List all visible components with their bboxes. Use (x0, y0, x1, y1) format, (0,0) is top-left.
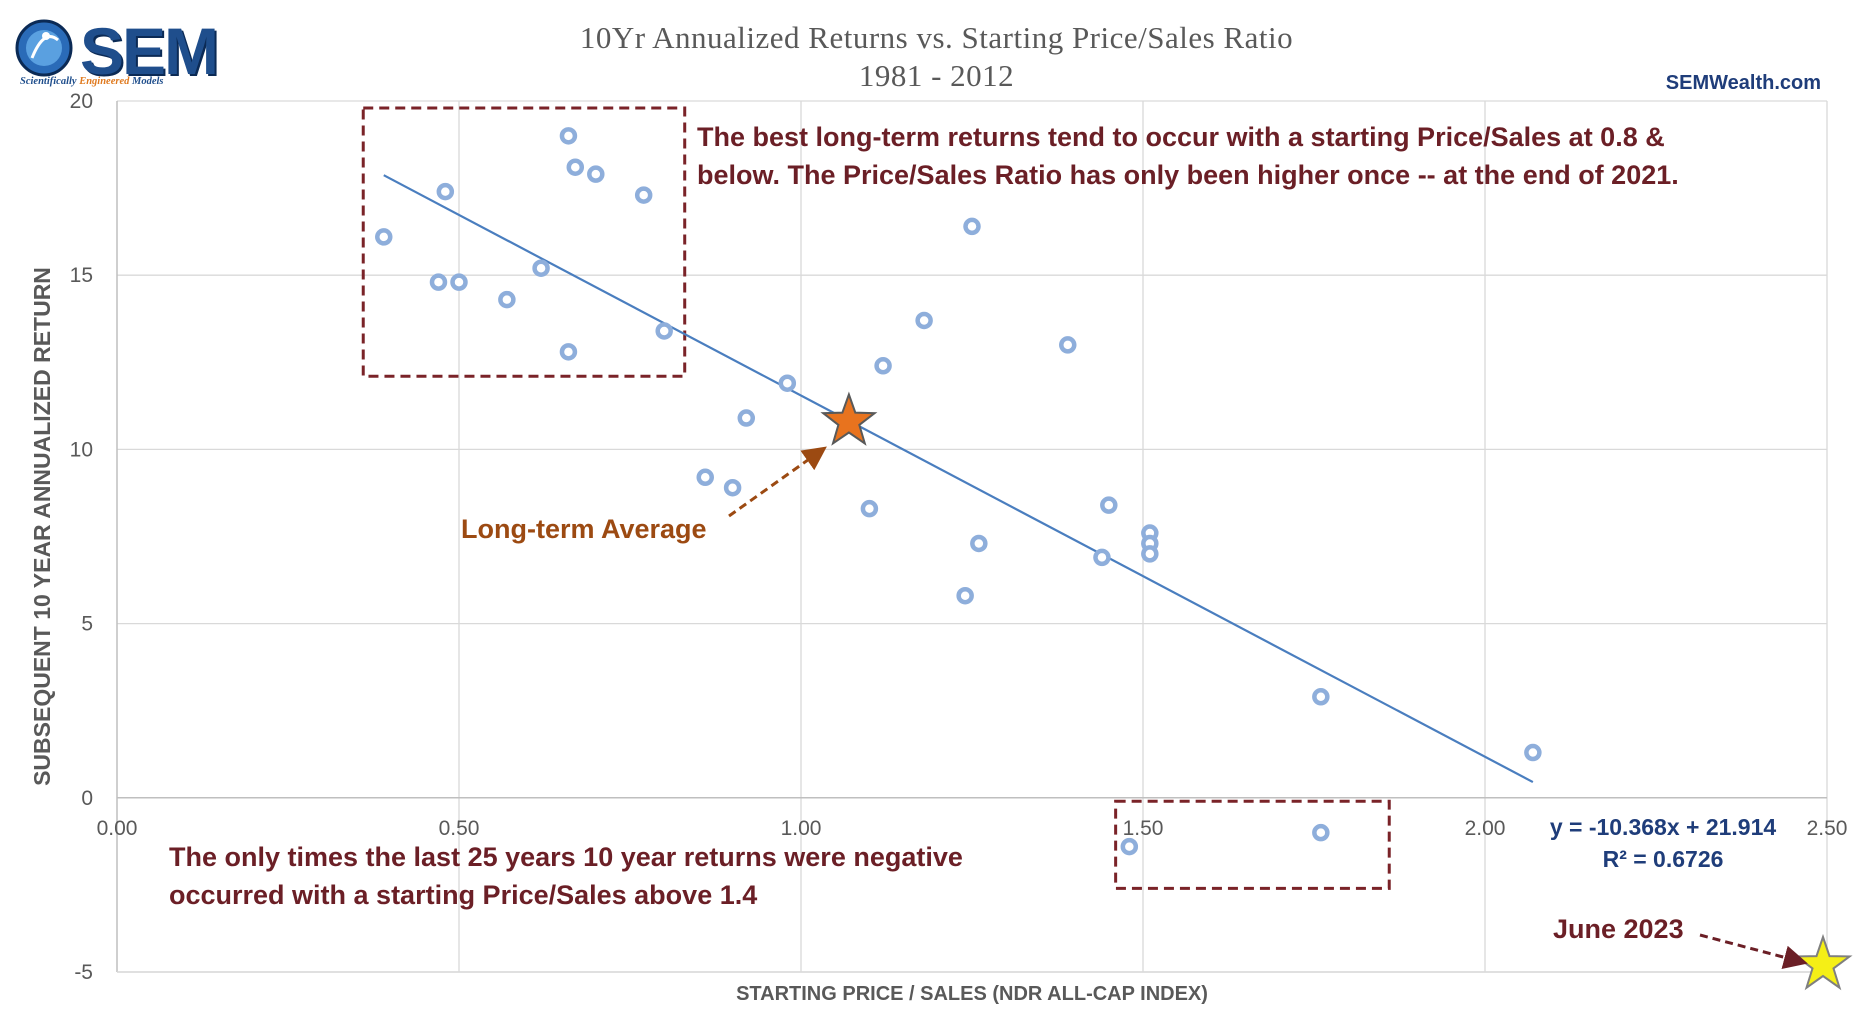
highlight-box (361, 106, 687, 378)
x-tick-label: 0.50 (439, 817, 480, 840)
data-point (778, 374, 797, 392)
data-point (559, 127, 578, 145)
top-annotation: The best long-term returns tend to occur… (697, 118, 1679, 194)
long-term-average-star (820, 391, 878, 446)
data-point (587, 165, 605, 183)
june-arrow (1699, 933, 1808, 969)
data-points (375, 127, 1542, 856)
june-2023-star (1793, 933, 1853, 991)
data-point (498, 290, 516, 309)
long-term-average-label: Long-term Average (461, 514, 707, 544)
x-tick-label: 1.00 (781, 817, 822, 840)
chart-title: 10Yr Annualized Returns vs. Starting Pri… (579, 20, 1294, 55)
y-tick-label: 15 (70, 264, 93, 287)
data-point (874, 357, 892, 375)
tick-labels: -5 0 5 10 15 20 0.00 0.50 1.00 1.50 2.00 2.50 (70, 90, 1848, 984)
data-point (1100, 496, 1118, 514)
june-2023-label: June 2023 (1553, 914, 1684, 944)
chart-subtitle: 1981 - 2012 (858, 58, 1015, 93)
axes (116, 101, 1827, 973)
markers (820, 391, 1853, 991)
data-point (655, 322, 673, 340)
data-point (450, 273, 468, 291)
x-axis-label: STARTING PRICE / SALES (NDR ALL-CAP INDE… (736, 983, 1208, 1005)
highlight-boxes (361, 106, 1391, 890)
data-point (436, 182, 455, 201)
logo-wordmark: SEM (80, 14, 219, 88)
data-point (375, 228, 393, 246)
gridlines (117, 100, 1828, 973)
data-point (559, 343, 578, 361)
site-url: SEMWealth.com (1665, 72, 1821, 94)
y-tick-label: 20 (70, 90, 93, 113)
y-tick-label: 0 (81, 787, 93, 810)
data-point (860, 499, 879, 518)
x-tick-label: 1.50 (1123, 817, 1164, 840)
sem-logo: SEM Scientifically Engineered Models (14, 14, 234, 90)
y-tick-label: -5 (74, 961, 93, 984)
data-point (915, 311, 933, 330)
y-tick-label: 5 (81, 613, 93, 636)
data-point (1059, 336, 1077, 354)
data-point (737, 409, 756, 427)
x-tick-label: 2.00 (1465, 817, 1506, 840)
regression-equation: y = -10.368x + 21.914 R² = 0.6726 (1528, 811, 1798, 875)
x-tick-label: 2.50 (1807, 817, 1848, 840)
arrows (728, 446, 1808, 969)
y-axis-label: SUBSEQUENT 10 YEAR ANNUALIZED RETURN (29, 267, 55, 786)
data-point (696, 468, 714, 487)
r-squared-text: R² = 0.6726 (1602, 846, 1724, 872)
x-tick-label: 0.00 (97, 817, 138, 840)
trendline-group (383, 174, 1534, 784)
logo-tagline: Scientifically Engineered Models (20, 76, 164, 87)
data-point (1524, 743, 1542, 762)
data-point (723, 478, 742, 497)
average-arrow (728, 446, 827, 518)
bottom-annotation-line2: occurred with a starting Price/Sales abo… (169, 880, 758, 910)
bottom-annotation: The only times the last 25 years 10 year… (169, 838, 963, 914)
highlight-box (1114, 799, 1391, 890)
top-annotation-line1: The best long-term returns tend to occur… (697, 122, 1665, 152)
data-point (532, 259, 550, 277)
y-tick-label: 10 (70, 438, 93, 461)
data-point (1312, 688, 1330, 706)
bottom-annotation-line1: The only times the last 25 years 10 year… (169, 842, 963, 872)
data-point (956, 586, 974, 605)
data-point (1093, 548, 1111, 567)
data-point (970, 534, 988, 553)
equation-text: y = -10.368x + 21.914 (1549, 814, 1777, 840)
data-point (566, 158, 585, 176)
data-point (1312, 823, 1330, 842)
data-point (634, 186, 653, 204)
data-point (429, 273, 448, 291)
data-point (1120, 837, 1139, 856)
trendline (383, 174, 1534, 784)
data-point (963, 217, 981, 236)
top-annotation-line2: below. The Price/Sales Ratio has only be… (697, 160, 1679, 190)
data-point (1141, 545, 1159, 563)
globe-icon (15, 19, 73, 77)
